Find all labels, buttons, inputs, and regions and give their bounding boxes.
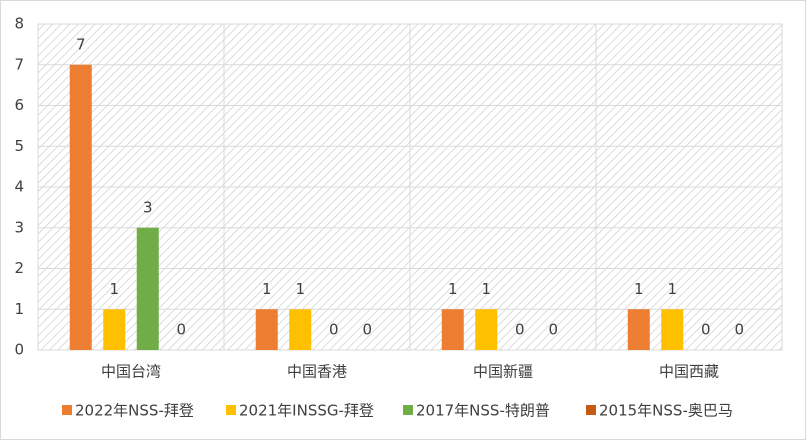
bar — [103, 309, 126, 350]
y-tick-label: 3 — [14, 218, 24, 236]
y-tick-label: 5 — [14, 137, 24, 155]
data-label: 1 — [109, 280, 119, 298]
data-label: 1 — [667, 280, 677, 298]
y-tick-label: 6 — [14, 96, 24, 114]
bar — [255, 309, 278, 350]
x-tick-label: 中国台湾 — [101, 363, 161, 381]
y-tick-label: 4 — [14, 178, 24, 196]
data-label: 0 — [701, 321, 711, 339]
bar — [627, 309, 650, 350]
bar — [289, 309, 312, 350]
data-label: 1 — [262, 280, 272, 298]
legend-label: 2022年NSS-拜登 — [75, 402, 194, 420]
bar — [661, 309, 684, 350]
legend-label: 2017年NSS-特朗普 — [416, 402, 550, 420]
data-label: 1 — [295, 280, 305, 298]
x-tick-label: 中国西藏 — [659, 363, 719, 381]
data-label: 0 — [329, 321, 339, 339]
data-label: 0 — [515, 321, 525, 339]
bar — [441, 309, 464, 350]
legend-label: 2015年NSS-奥巴马 — [599, 402, 733, 420]
legend-swatch — [403, 405, 413, 415]
data-label: 0 — [362, 321, 372, 339]
data-label: 0 — [548, 321, 558, 339]
y-tick-label: 1 — [14, 300, 24, 318]
data-label: 1 — [634, 280, 644, 298]
x-tick-label: 中国香港 — [287, 363, 347, 381]
data-label: 1 — [481, 280, 491, 298]
y-tick-label: 0 — [14, 341, 24, 359]
data-label: 1 — [448, 280, 458, 298]
y-tick-label: 7 — [14, 55, 24, 73]
data-label: 0 — [176, 321, 186, 339]
legend-swatch — [62, 405, 72, 415]
legend-swatch — [586, 405, 596, 415]
legend-label: 2021年INSSG-拜登 — [239, 402, 374, 420]
bar — [69, 64, 92, 350]
x-tick-label: 中国新疆 — [473, 363, 533, 381]
data-label: 3 — [143, 198, 153, 216]
data-label: 0 — [734, 321, 744, 339]
data-label: 7 — [76, 35, 86, 53]
y-tick-label: 8 — [14, 15, 24, 33]
bar — [136, 227, 159, 350]
bar — [475, 309, 498, 350]
y-tick-label: 2 — [14, 259, 24, 277]
legend-swatch — [226, 405, 236, 415]
